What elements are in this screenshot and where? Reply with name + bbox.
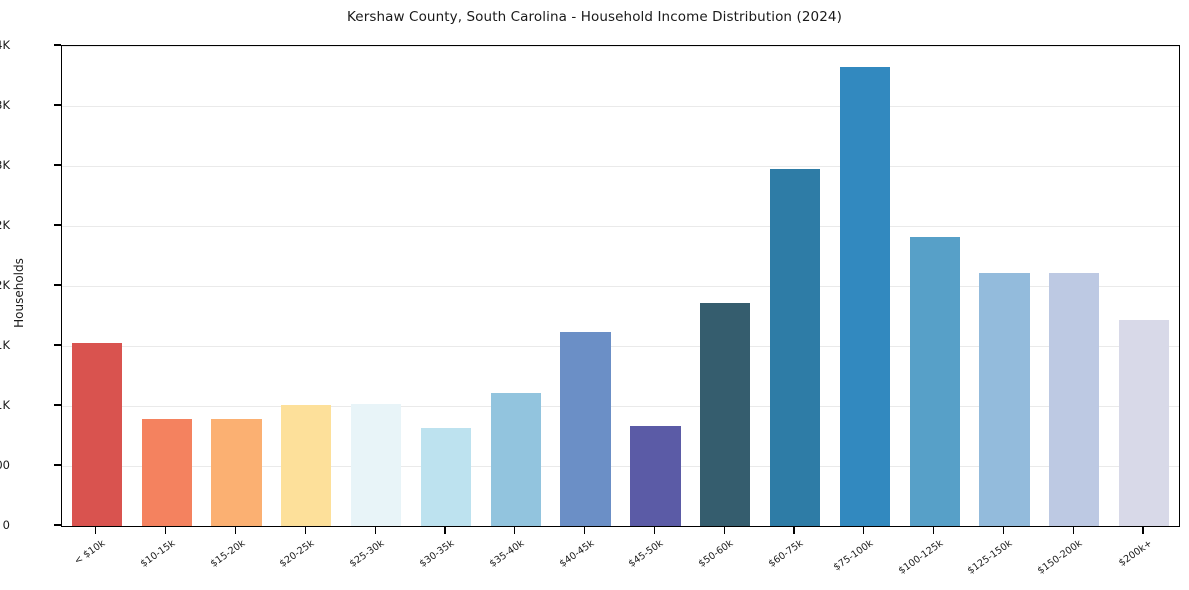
bar[interactable]	[141, 419, 192, 526]
bar[interactable]	[420, 428, 472, 526]
x-axis-tick	[793, 527, 795, 534]
y-axis-tick	[54, 104, 61, 106]
x-axis-tick	[234, 527, 237, 534]
gridline	[62, 106, 1179, 107]
y-axis-tick	[54, 344, 61, 346]
y-axis-tick-label: 4K	[0, 38, 10, 52]
y-axis-tick	[54, 284, 61, 286]
x-axis-tick	[583, 527, 586, 534]
gridline	[62, 406, 1179, 407]
plot-area	[61, 45, 1180, 527]
y-axis-tick-label: 3K	[0, 158, 10, 172]
y-axis-tick-label: 2K	[0, 218, 10, 232]
gridline	[62, 46, 1179, 47]
x-axis-tick	[1142, 527, 1144, 534]
gridline	[62, 226, 1179, 227]
x-axis-tick	[374, 527, 376, 534]
bar[interactable]	[281, 405, 332, 526]
bar[interactable]	[1049, 272, 1100, 526]
x-axis-tick	[1002, 527, 1005, 534]
y-axis-tick-label: 500	[0, 458, 10, 472]
bar[interactable]	[700, 303, 751, 526]
y-axis-tick	[54, 464, 61, 466]
bar[interactable]	[839, 67, 890, 526]
x-axis-tick	[933, 527, 935, 534]
y-axis-tick-label: 0	[2, 518, 10, 532]
bar[interactable]	[560, 331, 611, 526]
y-axis-tick	[54, 524, 61, 526]
y-axis-tick	[54, 224, 61, 226]
y-axis-tick-label: 3K	[0, 98, 10, 112]
x-axis-tick	[95, 527, 97, 534]
bar[interactable]	[351, 404, 402, 526]
x-axis-tick	[165, 527, 167, 534]
gridline	[62, 166, 1179, 167]
bar[interactable]	[71, 343, 123, 526]
gridline	[62, 466, 1179, 467]
y-axis-tick	[54, 164, 61, 166]
x-axis-tick	[653, 527, 655, 534]
y-axis-tick	[54, 44, 61, 46]
bar[interactable]	[909, 236, 960, 526]
page-title: Kershaw County, South Carolina - Househo…	[347, 9, 842, 25]
y-axis-tick-label: 1K	[0, 338, 10, 352]
y-axis-tick-label: 1K	[0, 398, 10, 412]
bar[interactable]	[630, 426, 681, 526]
x-axis-tick	[514, 527, 516, 534]
x-axis-tick	[444, 527, 446, 534]
gridline	[62, 286, 1179, 287]
bar[interactable]	[769, 169, 821, 526]
bar[interactable]	[490, 393, 541, 526]
y-axis-tick	[54, 404, 61, 406]
x-axis-tick	[1072, 527, 1074, 534]
y-axis-label: Households	[12, 258, 26, 328]
bar[interactable]	[211, 419, 262, 526]
x-axis-tick	[304, 527, 306, 534]
bar[interactable]	[979, 273, 1030, 526]
x-axis-tick	[723, 527, 725, 534]
gridline	[62, 346, 1179, 347]
x-axis-tick	[863, 527, 865, 534]
y-axis-tick-label: 2K	[0, 278, 10, 292]
bar[interactable]	[1118, 319, 1170, 526]
